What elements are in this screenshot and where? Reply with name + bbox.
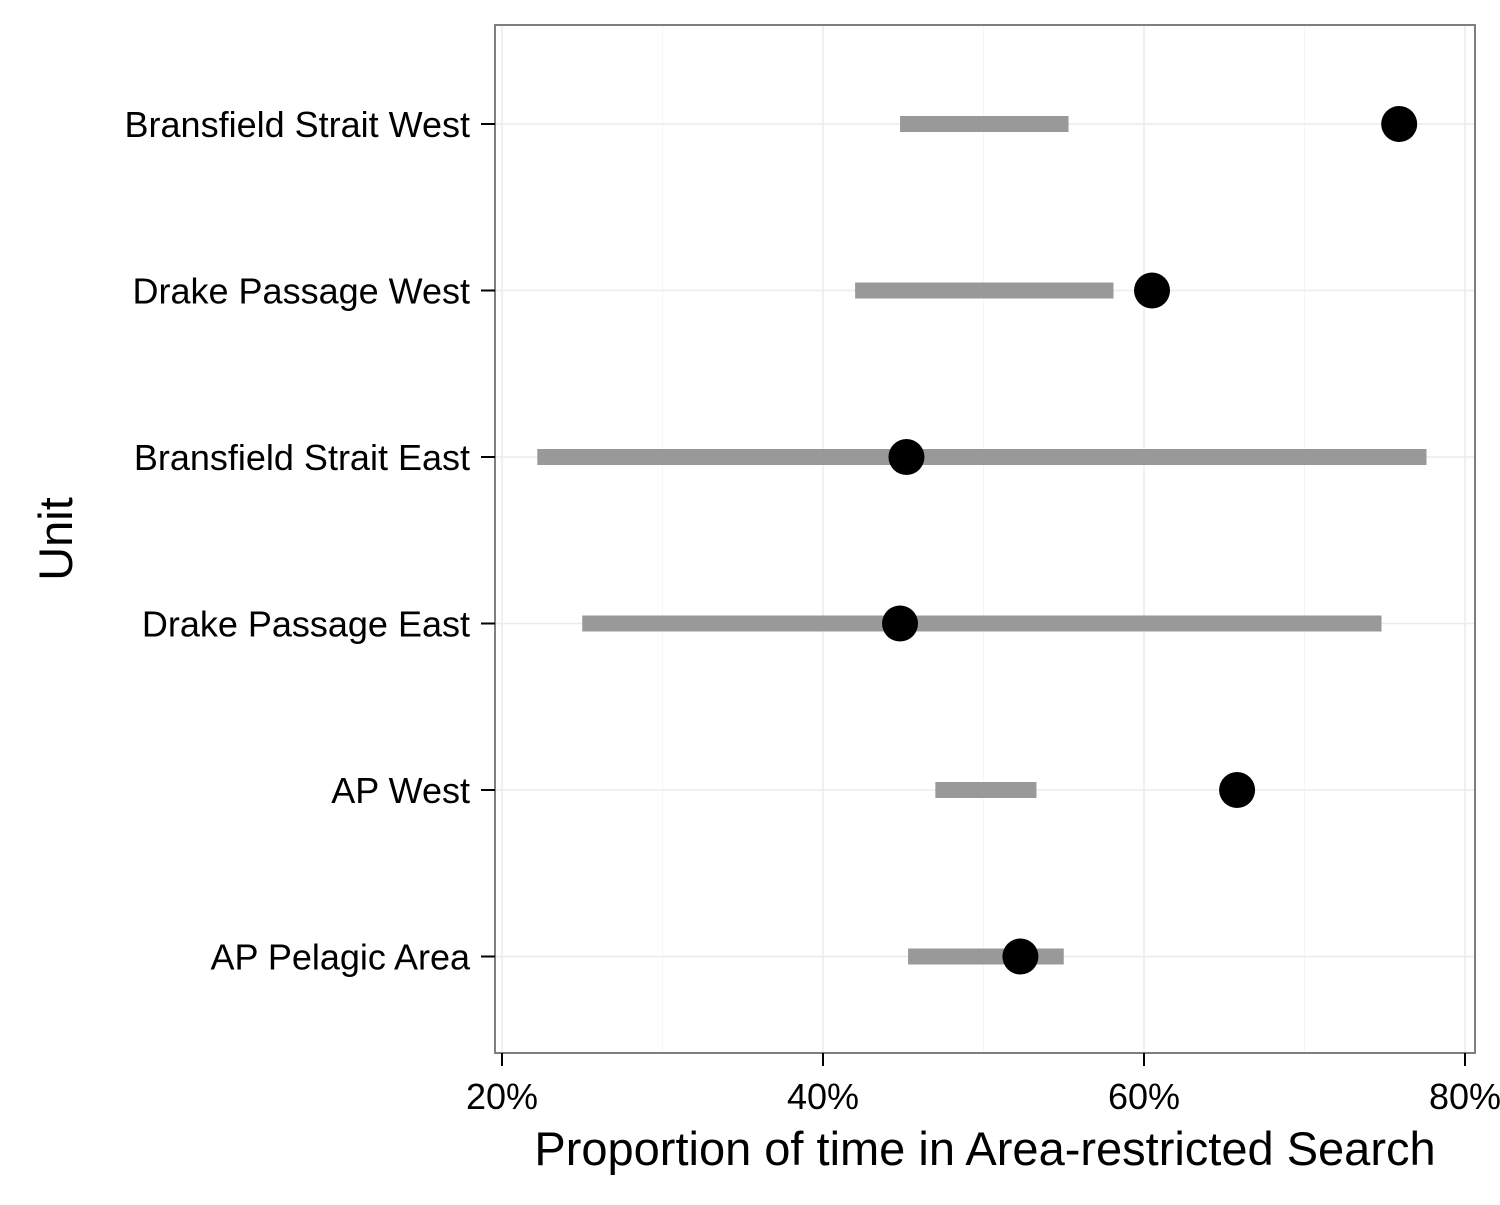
x-axis-ticks: 20% 40% 60% 80%	[466, 1053, 1500, 1117]
x-axis-title: Proportion of time in Area-restricted Se…	[534, 1122, 1435, 1175]
x-tick-label: 60%	[1108, 1076, 1180, 1117]
y-tick-label: AP Pelagic Area	[210, 937, 470, 978]
x-tick-label: 40%	[787, 1076, 859, 1117]
y-axis-ticks: Bransfield Strait West Drake Passage West…	[125, 104, 495, 978]
y-axis-title: Unit	[29, 497, 82, 581]
y-tick-label: Bransfield Strait West	[125, 104, 470, 145]
estimate-point	[882, 605, 919, 642]
estimate-point	[1381, 106, 1418, 142]
estimate-point	[888, 439, 925, 475]
y-tick-label: Drake Passage East	[142, 604, 470, 645]
panel-border	[494, 24, 1476, 1054]
estimate-point	[1219, 772, 1256, 808]
y-tick-label: Drake Passage West	[133, 271, 470, 312]
grid-lines	[495, 25, 1475, 1053]
x-tick-label: 20%	[466, 1076, 538, 1117]
y-tick-label: AP West	[331, 770, 470, 811]
y-tick-label: Bransfield Strait East	[134, 437, 470, 478]
estimate-points	[882, 106, 1418, 975]
estimate-point	[1134, 272, 1171, 309]
estimate-point	[1002, 938, 1039, 975]
range-bars	[537, 116, 1427, 965]
x-tick-label: 80%	[1429, 1076, 1500, 1117]
